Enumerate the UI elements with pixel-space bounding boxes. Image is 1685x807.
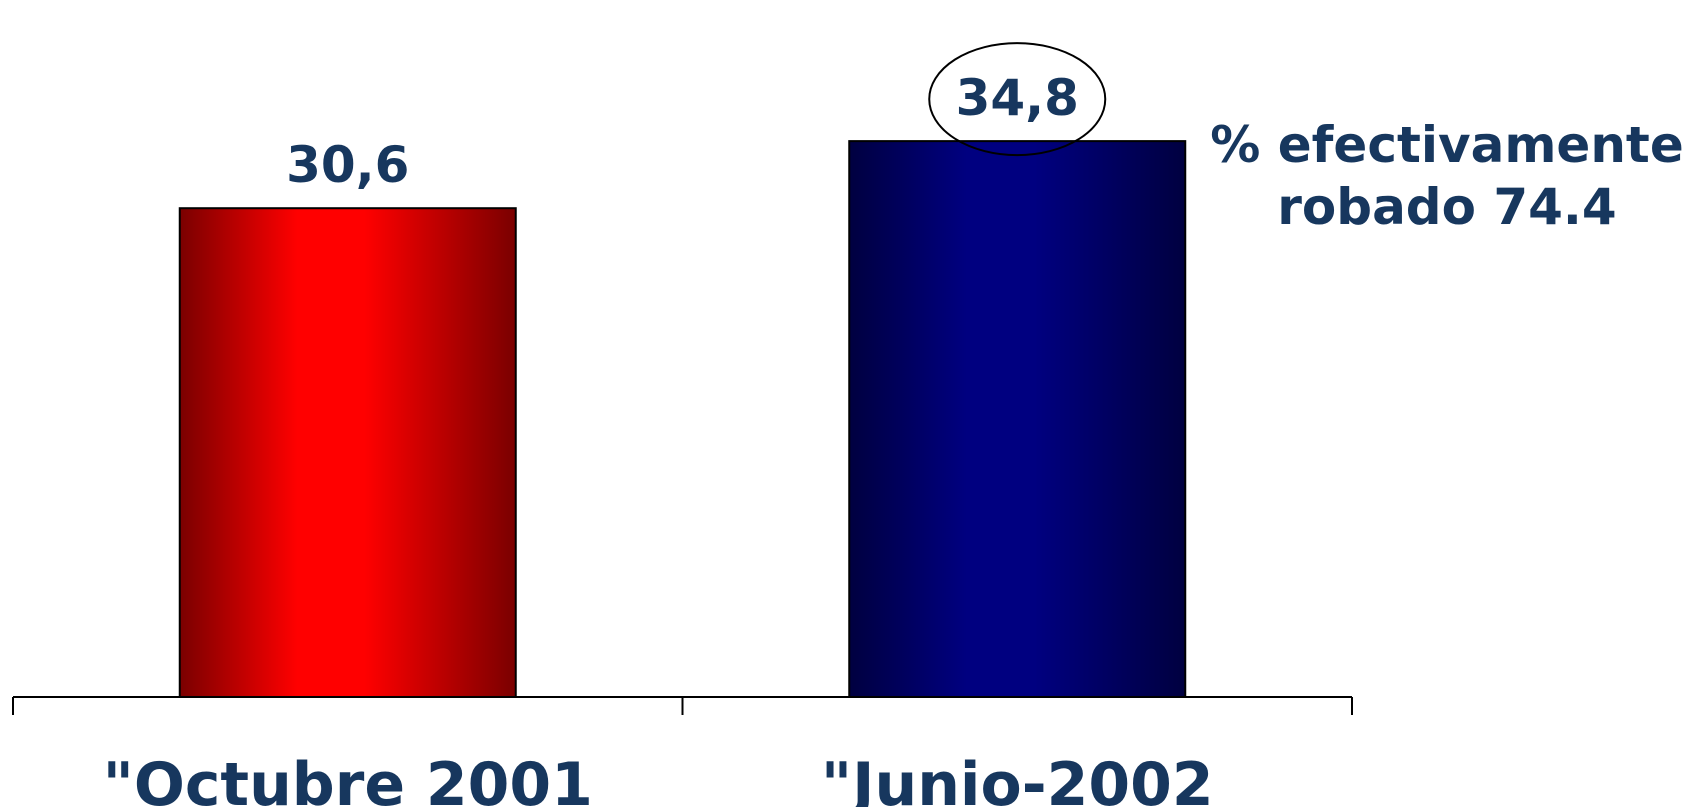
annotation-line-1: % efectivamente xyxy=(1210,116,1684,174)
x-tick-label-octubre-2001: "Octubre 2001 xyxy=(103,750,593,807)
annotation-line-2: robado 74.4 xyxy=(1277,178,1616,236)
bar-octubre-2001 xyxy=(178,207,517,698)
bar-junio-2002 xyxy=(848,140,1187,698)
data-label-octubre-2001: 30,6 xyxy=(286,136,409,194)
x-tick-label-junio-2002: "Junio-2002 xyxy=(821,750,1214,807)
data-label-junio-2002: 34,8 xyxy=(956,69,1079,127)
highlight-ellipse xyxy=(928,42,1107,157)
